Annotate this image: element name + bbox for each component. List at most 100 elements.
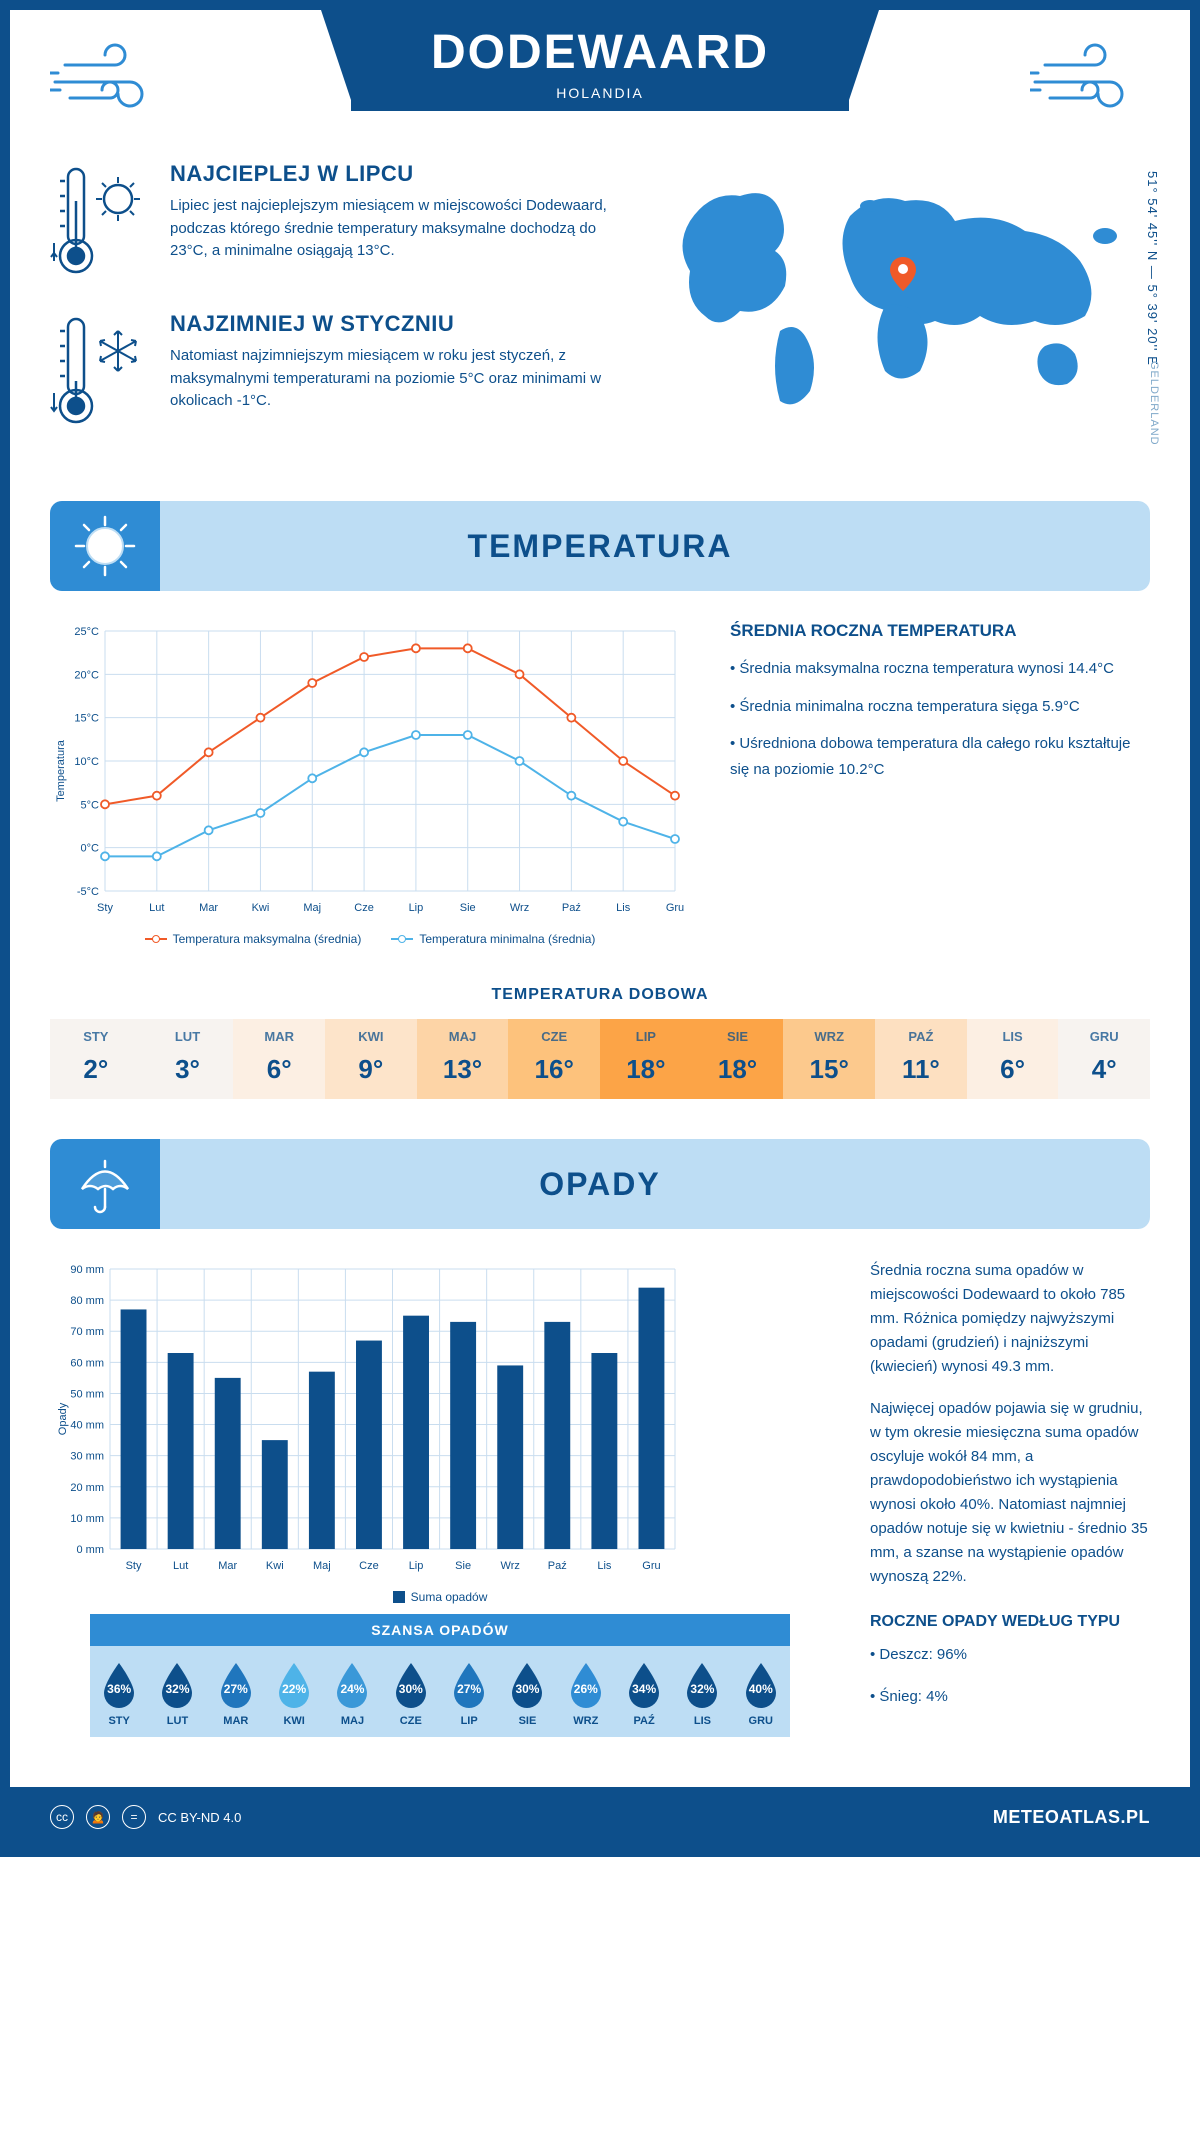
szansa-month: STY (90, 1715, 148, 1727)
month-label: WRZ (783, 1029, 875, 1044)
svg-text:Opady: Opady (57, 1402, 69, 1435)
szansa-cell: 32%LUT (148, 1661, 206, 1727)
month-cell: STY2° (50, 1019, 142, 1099)
month-label: STY (50, 1029, 142, 1044)
svg-text:Lut: Lut (149, 902, 164, 914)
world-map-icon (650, 161, 1150, 421)
cold-title: NAJZIMNIEJ W STYCZNIU (170, 311, 610, 337)
raindrop-icon: 40% (742, 1661, 780, 1709)
month-value: 6° (1000, 1054, 1025, 1084)
svg-text:Mar: Mar (218, 1560, 237, 1572)
svg-text:Lip: Lip (409, 1560, 424, 1572)
footer: cc 🙍 = CC BY-ND 4.0 METEOATLAS.PL (10, 1787, 1190, 1847)
svg-text:Maj: Maj (303, 902, 321, 914)
szansa-month: MAJ (323, 1715, 381, 1727)
szansa-month: KWI (265, 1715, 323, 1727)
svg-text:20°C: 20°C (74, 669, 99, 681)
opady-p2: Najwięcej opadów pojawia się w grudniu, … (870, 1397, 1150, 1589)
month-cell: KWI9° (325, 1019, 417, 1099)
temp-bullet: • Uśredniona dobowa temperatura dla całe… (730, 731, 1150, 782)
temperature-section-header: TEMPERATURA (50, 501, 1150, 591)
svg-text:Maj: Maj (313, 1560, 331, 1572)
svg-text:Gru: Gru (642, 1560, 660, 1572)
daily-temp-title: TEMPERATURA DOBOWA (50, 986, 1150, 1004)
month-value: 18° (626, 1054, 665, 1084)
hot-title: NAJCIEPLEJ W LIPCU (170, 161, 610, 187)
thermometer-snow-icon (50, 311, 150, 431)
raindrop-icon: 27% (450, 1661, 488, 1709)
raindrop-icon: 30% (392, 1661, 430, 1709)
raindrop-icon: 26% (567, 1661, 605, 1709)
raindrop-icon: 36% (100, 1661, 138, 1709)
cold-text: Natomiast najzimniejszym miesiącem w rok… (170, 345, 610, 413)
temp-info-title: ŚREDNIA ROCZNA TEMPERATURA (730, 621, 1150, 641)
szansa-cell: 27% LIP (440, 1661, 498, 1727)
opady-type-title: ROCZNE OPADY WEDŁUG TYPU (870, 1609, 1150, 1635)
thermometer-sun-icon (50, 161, 150, 281)
month-label: GRU (1058, 1029, 1150, 1044)
month-value: 11° (902, 1054, 940, 1084)
month-label: KWI (325, 1029, 417, 1044)
month-label: SIE (692, 1029, 784, 1044)
svg-text:Kwi: Kwi (252, 902, 270, 914)
raindrop-icon: 32% (158, 1661, 196, 1709)
szansa-month: PAŹ (615, 1715, 673, 1727)
month-label: LUT (142, 1029, 234, 1044)
month-value: 13° (443, 1054, 482, 1084)
svg-text:Sie: Sie (460, 902, 476, 914)
opady-title: OPADY (539, 1166, 660, 1203)
szansa-month: MAR (207, 1715, 265, 1727)
hot-block: NAJCIEPLEJ W LIPCU Lipiec jest najcieple… (50, 161, 610, 281)
svg-text:Gru: Gru (666, 902, 684, 914)
svg-text:Paź: Paź (562, 902, 581, 914)
szansa-opadow: SZANSA OPADÓW 36%STY32%LUT27%MAR22%KWI24… (90, 1614, 790, 1737)
svg-text:Sie: Sie (455, 1560, 471, 1572)
szansa-cell: 40%GRU (732, 1661, 790, 1727)
brand: METEOATLAS.PL (993, 1807, 1150, 1828)
license-text: CC BY-ND 4.0 (158, 1810, 241, 1825)
svg-text:Lut: Lut (173, 1560, 188, 1572)
hot-text: Lipiec jest najcieplejszym miesiącem w m… (170, 195, 610, 263)
svg-text:Sty: Sty (97, 902, 113, 914)
opady-type: • Deszcz: 96% (870, 1643, 1150, 1667)
month-label: MAJ (417, 1029, 509, 1044)
month-cell: SIE 18° (692, 1019, 784, 1099)
month-value: 18° (718, 1054, 757, 1084)
szansa-cell: 30% CZE (382, 1661, 440, 1727)
opady-section-header: OPADY (50, 1139, 1150, 1229)
raindrop-icon: 30% (508, 1661, 546, 1709)
month-cell: WRZ15° (783, 1019, 875, 1099)
precipitation-bar-chart: 0 mm10 mm20 mm30 mm40 mm50 mm60 mm70 mm8… (50, 1259, 830, 1737)
svg-text:60 mm: 60 mm (70, 1357, 104, 1369)
szansa-cell: 27%MAR (207, 1661, 265, 1727)
month-cell: GRU 4° (1058, 1019, 1150, 1099)
svg-text:-5°C: -5°C (77, 886, 99, 898)
by-icon: 🙍 (86, 1805, 110, 1829)
coordinates: 51° 54' 45'' N — 5° 39' 20'' E (1145, 171, 1160, 366)
raindrop-icon: 32% (683, 1661, 721, 1709)
svg-text:Temperatura: Temperatura (55, 739, 67, 802)
svg-text:15°C: 15°C (74, 713, 99, 725)
raindrop-icon: 24% (333, 1661, 371, 1709)
szansa-month: LIP (440, 1715, 498, 1727)
svg-text:0 mm: 0 mm (77, 1544, 105, 1556)
opady-info: Średnia roczna suma opadów w miejscowośc… (870, 1259, 1150, 1737)
szansa-cell: 32%LIS (673, 1661, 731, 1727)
wind-icon (1030, 40, 1150, 120)
sun-icon (70, 511, 140, 581)
title-banner: DODEWAARD HOLANDIA (351, 10, 849, 111)
month-value: 6° (267, 1054, 292, 1084)
szansa-cell: 24% MAJ (323, 1661, 381, 1727)
month-value: 3° (175, 1054, 200, 1084)
month-label: LIS (967, 1029, 1059, 1044)
szansa-month: CZE (382, 1715, 440, 1727)
month-value: 4° (1092, 1054, 1117, 1084)
header: DODEWAARD HOLANDIA (10, 10, 1190, 141)
svg-text:Cze: Cze (354, 902, 374, 914)
month-label: MAR (233, 1029, 325, 1044)
legend-opady: Suma opadów (411, 1590, 488, 1604)
month-cell: MAJ 13° (417, 1019, 509, 1099)
svg-text:Wrz: Wrz (501, 1560, 520, 1572)
szansa-month: WRZ (557, 1715, 615, 1727)
temperature-line-chart: -5°C0°C5°C10°C15°C20°C25°CStyLutMarKwiMa… (50, 621, 690, 946)
